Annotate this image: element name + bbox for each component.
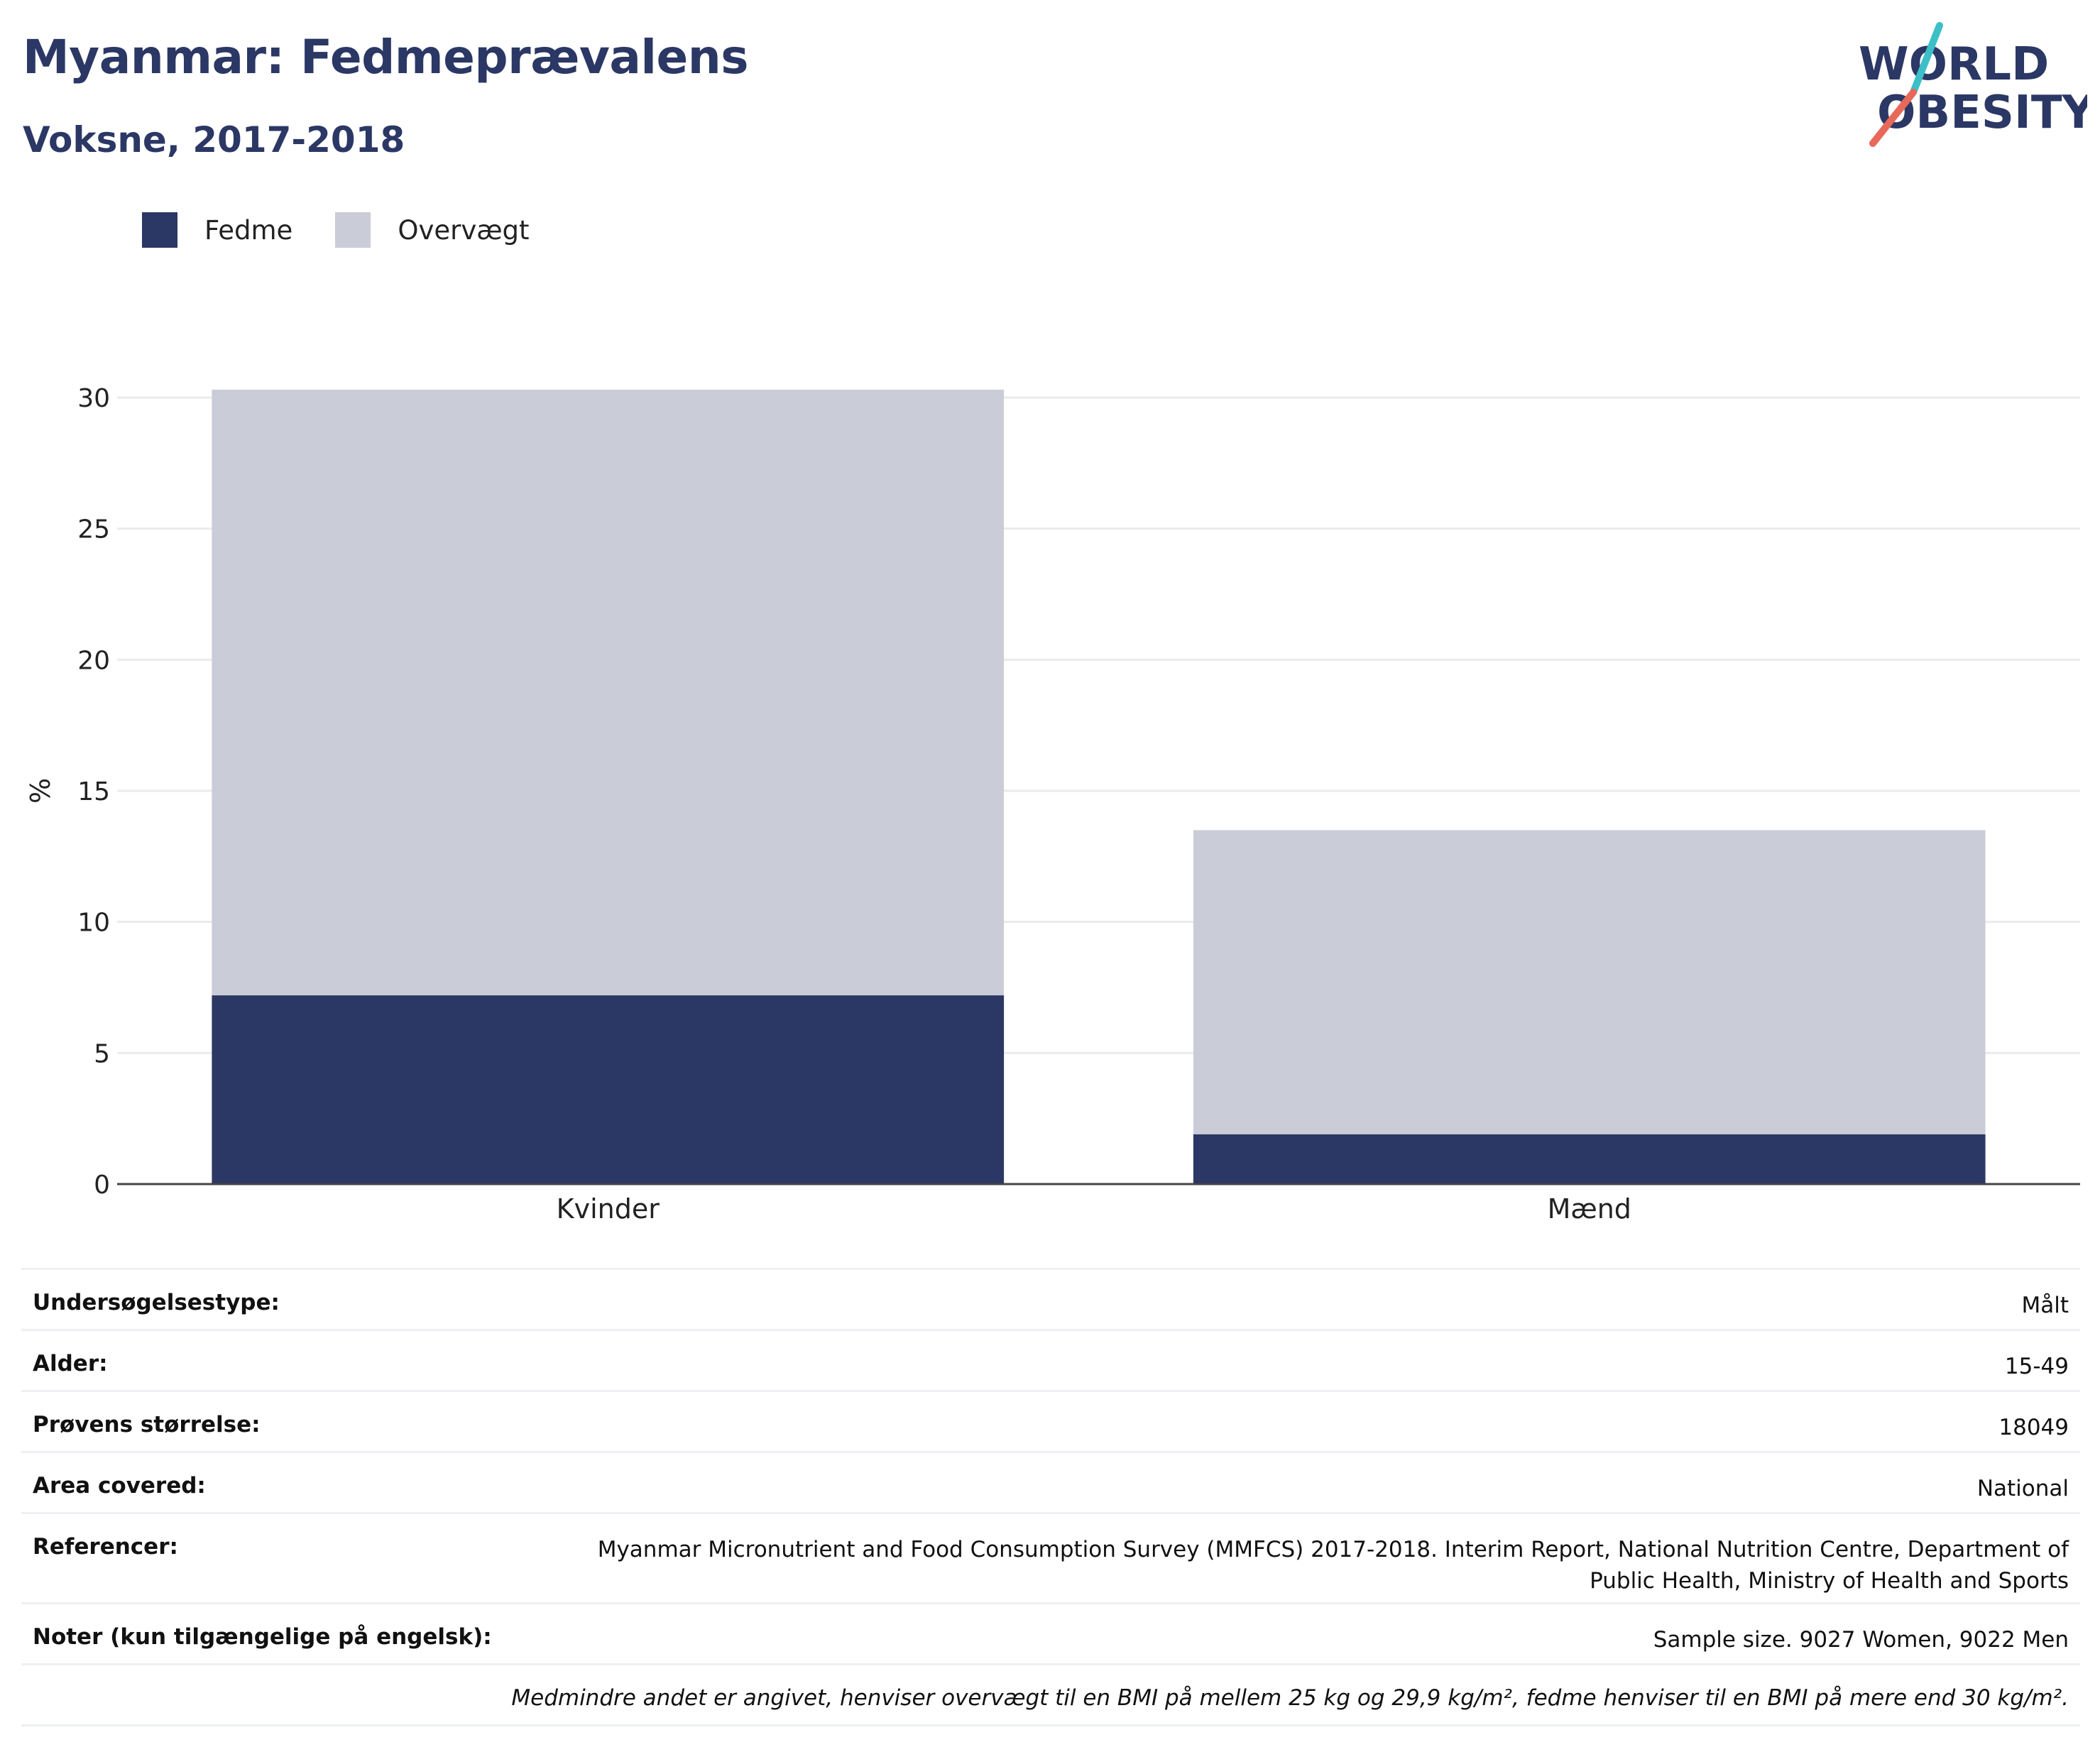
- footnote: Medmindre andet er angivet, henviser ove…: [21, 1663, 2080, 1726]
- survey-info-table: Undersøgelsestype: Målt Alder: 15-49 Prø…: [21, 1268, 2080, 1726]
- bar-overvaegt-0: [212, 389, 1005, 996]
- y-tick-label: 15: [77, 777, 110, 806]
- bar-overvaegt-1: [1193, 830, 1986, 1134]
- legend-item-fedme[interactable]: Fedme: [142, 212, 292, 248]
- y-tick-label: 20: [77, 646, 110, 675]
- logo-slash-top: [1910, 22, 1943, 96]
- x-tick-label: Mænd: [1548, 1193, 1631, 1221]
- info-value-notes: Sample size. 9027 Women, 9022 Men: [523, 1602, 2080, 1665]
- legend-swatch-fedme: [142, 212, 177, 248]
- info-value-age: 15-49: [523, 1329, 2080, 1391]
- y-tick-label: 30: [77, 384, 110, 413]
- info-value-area: National: [523, 1451, 2080, 1513]
- info-label-survey-type: Undersøgelsestype:: [21, 1268, 524, 1330]
- info-row-survey-type: Undersøgelsestype: Målt: [21, 1268, 2080, 1330]
- bar-fedme-1: [1193, 1134, 1986, 1184]
- page-title: Myanmar: Fedmeprævalens: [23, 30, 749, 84]
- info-label-sample-size: Prøvens størrelse:: [21, 1390, 524, 1452]
- info-row-references: Referencer: Myanmar Micronutrient and Fo…: [21, 1512, 2080, 1604]
- bar-chart: 0 5 10 15 20 25 30% Kvinder Mænd: [25, 384, 2080, 1221]
- legend-label-fedme: Fedme: [204, 214, 293, 246]
- reference-line-2: Public Health, Ministry of Health and Sp…: [1590, 1568, 2069, 1594]
- reference-line-1: Myanmar Micronutrient and Food Consumpti…: [597, 1537, 2069, 1562]
- legend-swatch-overvaegt: [335, 212, 371, 248]
- y-axis-label: %: [25, 778, 56, 804]
- y-tick-label: 5: [94, 1039, 110, 1068]
- info-label-references: Referencer:: [21, 1512, 524, 1604]
- chart-legend: Fedme Overvægt: [142, 210, 572, 250]
- legend-label-overvaegt: Overvægt: [398, 214, 530, 246]
- y-tick-label: 10: [77, 909, 110, 938]
- info-row-sample-size: Prøvens størrelse: 18049: [21, 1390, 2080, 1452]
- logo-word-world: WORLD: [1859, 38, 2049, 91]
- y-tick-label: 0: [94, 1171, 110, 1200]
- y-tick-label: 25: [77, 515, 110, 544]
- info-row-area: Area covered: National: [21, 1451, 2080, 1513]
- info-value-sample-size: 18049: [523, 1390, 2080, 1452]
- info-value-references: Myanmar Micronutrient and Food Consumpti…: [523, 1512, 2080, 1604]
- bar-fedme-0: [212, 995, 1005, 1184]
- info-row-notes: Noter (kun tilgængelige på engelsk): Sam…: [21, 1602, 2080, 1665]
- legend-item-overvaegt[interactable]: Overvægt: [335, 212, 530, 248]
- page-subtitle: Voksne, 2017-2018: [23, 119, 405, 160]
- logo-slash-bottom: [1869, 89, 1917, 147]
- info-row-footnote: Medmindre andet er angivet, henviser ove…: [21, 1663, 2080, 1726]
- info-label-age: Alder:: [21, 1329, 524, 1391]
- x-tick-label: Kvinder: [557, 1193, 660, 1221]
- info-value-survey-type: Målt: [523, 1268, 2080, 1330]
- info-label-notes: Noter (kun tilgængelige på engelsk):: [21, 1602, 524, 1665]
- info-row-age: Alder: 15-49: [21, 1329, 2080, 1391]
- world-obesity-logo: WORLD OBESITY: [1859, 22, 2087, 147]
- info-label-area: Area covered:: [21, 1451, 524, 1513]
